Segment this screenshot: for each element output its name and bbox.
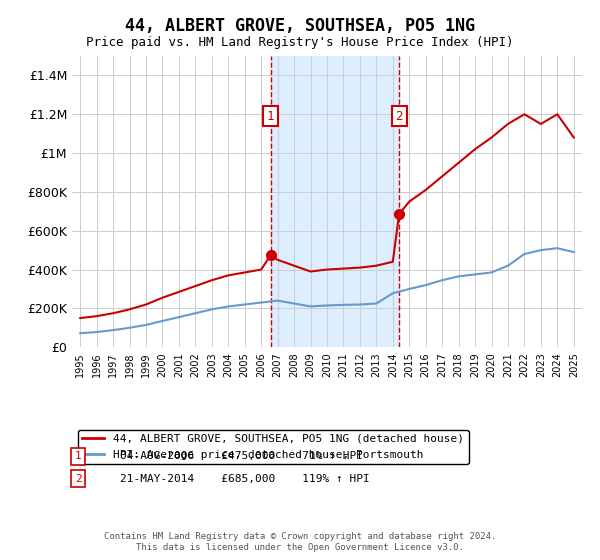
Text: 1: 1 [267, 110, 274, 123]
Text: 1: 1 [74, 451, 82, 461]
Text: 44, ALBERT GROVE, SOUTHSEA, PO5 1NG: 44, ALBERT GROVE, SOUTHSEA, PO5 1NG [125, 17, 475, 35]
Text: 2: 2 [395, 110, 403, 123]
Legend: 44, ALBERT GROVE, SOUTHSEA, PO5 1NG (detached house), HPI: Average price, detach: 44, ALBERT GROVE, SOUTHSEA, PO5 1NG (det… [77, 430, 469, 464]
Text: 21-MAY-2014    £685,000    119% ↑ HPI: 21-MAY-2014 £685,000 119% ↑ HPI [120, 474, 370, 484]
Text: Contains HM Land Registry data © Crown copyright and database right 2024.
This d: Contains HM Land Registry data © Crown c… [104, 532, 496, 552]
Text: 04-AUG-2006    £475,000    71% ↑ HPI: 04-AUG-2006 £475,000 71% ↑ HPI [120, 451, 363, 461]
Text: Price paid vs. HM Land Registry's House Price Index (HPI): Price paid vs. HM Land Registry's House … [86, 36, 514, 49]
Text: 2: 2 [74, 474, 82, 484]
Bar [271, 56, 399, 347]
